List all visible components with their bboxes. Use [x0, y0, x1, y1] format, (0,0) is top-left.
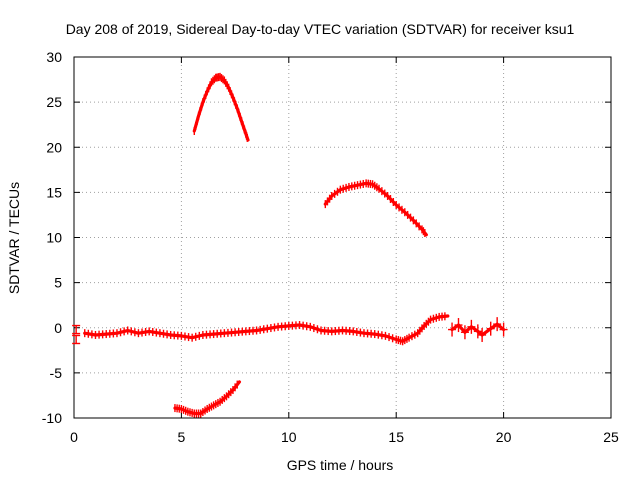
x-axis-label: GPS time / hours: [287, 457, 394, 473]
x-tick-label: 10: [281, 429, 297, 445]
series-segment: [480, 327, 493, 337]
y-tick-label: 0: [54, 320, 62, 336]
series-arc-high: [192, 75, 250, 142]
y-tick-label: 25: [46, 94, 62, 110]
series-layer: [72, 72, 508, 418]
series-segment: [456, 323, 467, 334]
y-tick-label: 20: [46, 139, 62, 155]
y-tick-label: 10: [46, 230, 62, 246]
x-tick-label: 0: [70, 429, 78, 445]
x-tick-label: 25: [603, 429, 619, 445]
y-tick-label: 15: [46, 184, 62, 200]
y-axis-label: SDTVAR / TECUs: [6, 182, 22, 294]
y-tick-label: 30: [46, 49, 62, 65]
x-tick-label: 20: [496, 429, 512, 445]
series-segment: [495, 322, 506, 332]
x-tick-label: 15: [388, 429, 404, 445]
x-tick-label: 5: [178, 429, 186, 445]
grid-layer: [74, 57, 611, 418]
chart-title: Day 208 of 2019, Sidereal Day-to-day VTE…: [66, 21, 575, 37]
y-tick-label: -10: [42, 410, 62, 426]
series-arc-mid: [323, 181, 428, 237]
y-tick-label: -5: [50, 365, 63, 381]
y-tick-label: 5: [54, 275, 62, 291]
series-main: [83, 314, 450, 343]
tick-layer: 0 5 10 15 20 25 -10 -5 0 5 10 15 20 25 30: [42, 49, 619, 445]
